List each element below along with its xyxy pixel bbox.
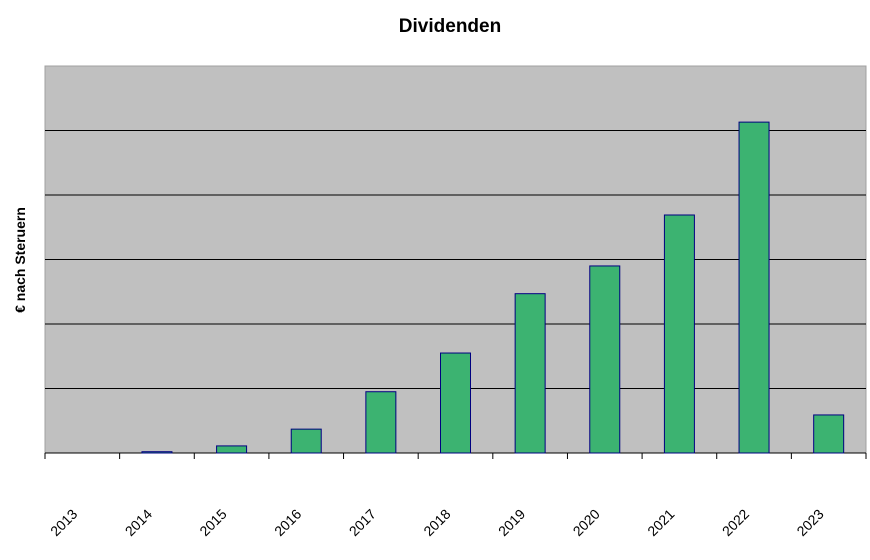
bar-2014 <box>141 451 173 454</box>
x-tick-label: 2018 <box>420 506 453 539</box>
bar-2023 <box>813 414 845 454</box>
x-tick-label: 2023 <box>793 506 826 539</box>
bar-2016 <box>290 428 322 454</box>
x-tick-label: 2019 <box>495 506 528 539</box>
x-tick-label: 2014 <box>122 506 155 539</box>
x-tick-label: 2021 <box>644 506 677 539</box>
bar-2022 <box>738 121 770 454</box>
x-tick-label: 2015 <box>196 506 229 539</box>
x-tick-label: 2013 <box>47 506 80 539</box>
bar-2017 <box>365 391 397 454</box>
x-tick-label: 2022 <box>719 506 752 539</box>
bar-2015 <box>216 445 248 454</box>
x-tick-label: 2016 <box>271 506 304 539</box>
bar-2019 <box>514 293 546 454</box>
bar-2018 <box>440 352 471 454</box>
x-tick-label: 2020 <box>570 506 603 539</box>
chart-title: Dividenden <box>398 16 502 37</box>
bar-2020 <box>589 265 621 454</box>
bar-2021 <box>663 214 695 454</box>
x-tick-label: 2017 <box>346 506 379 539</box>
